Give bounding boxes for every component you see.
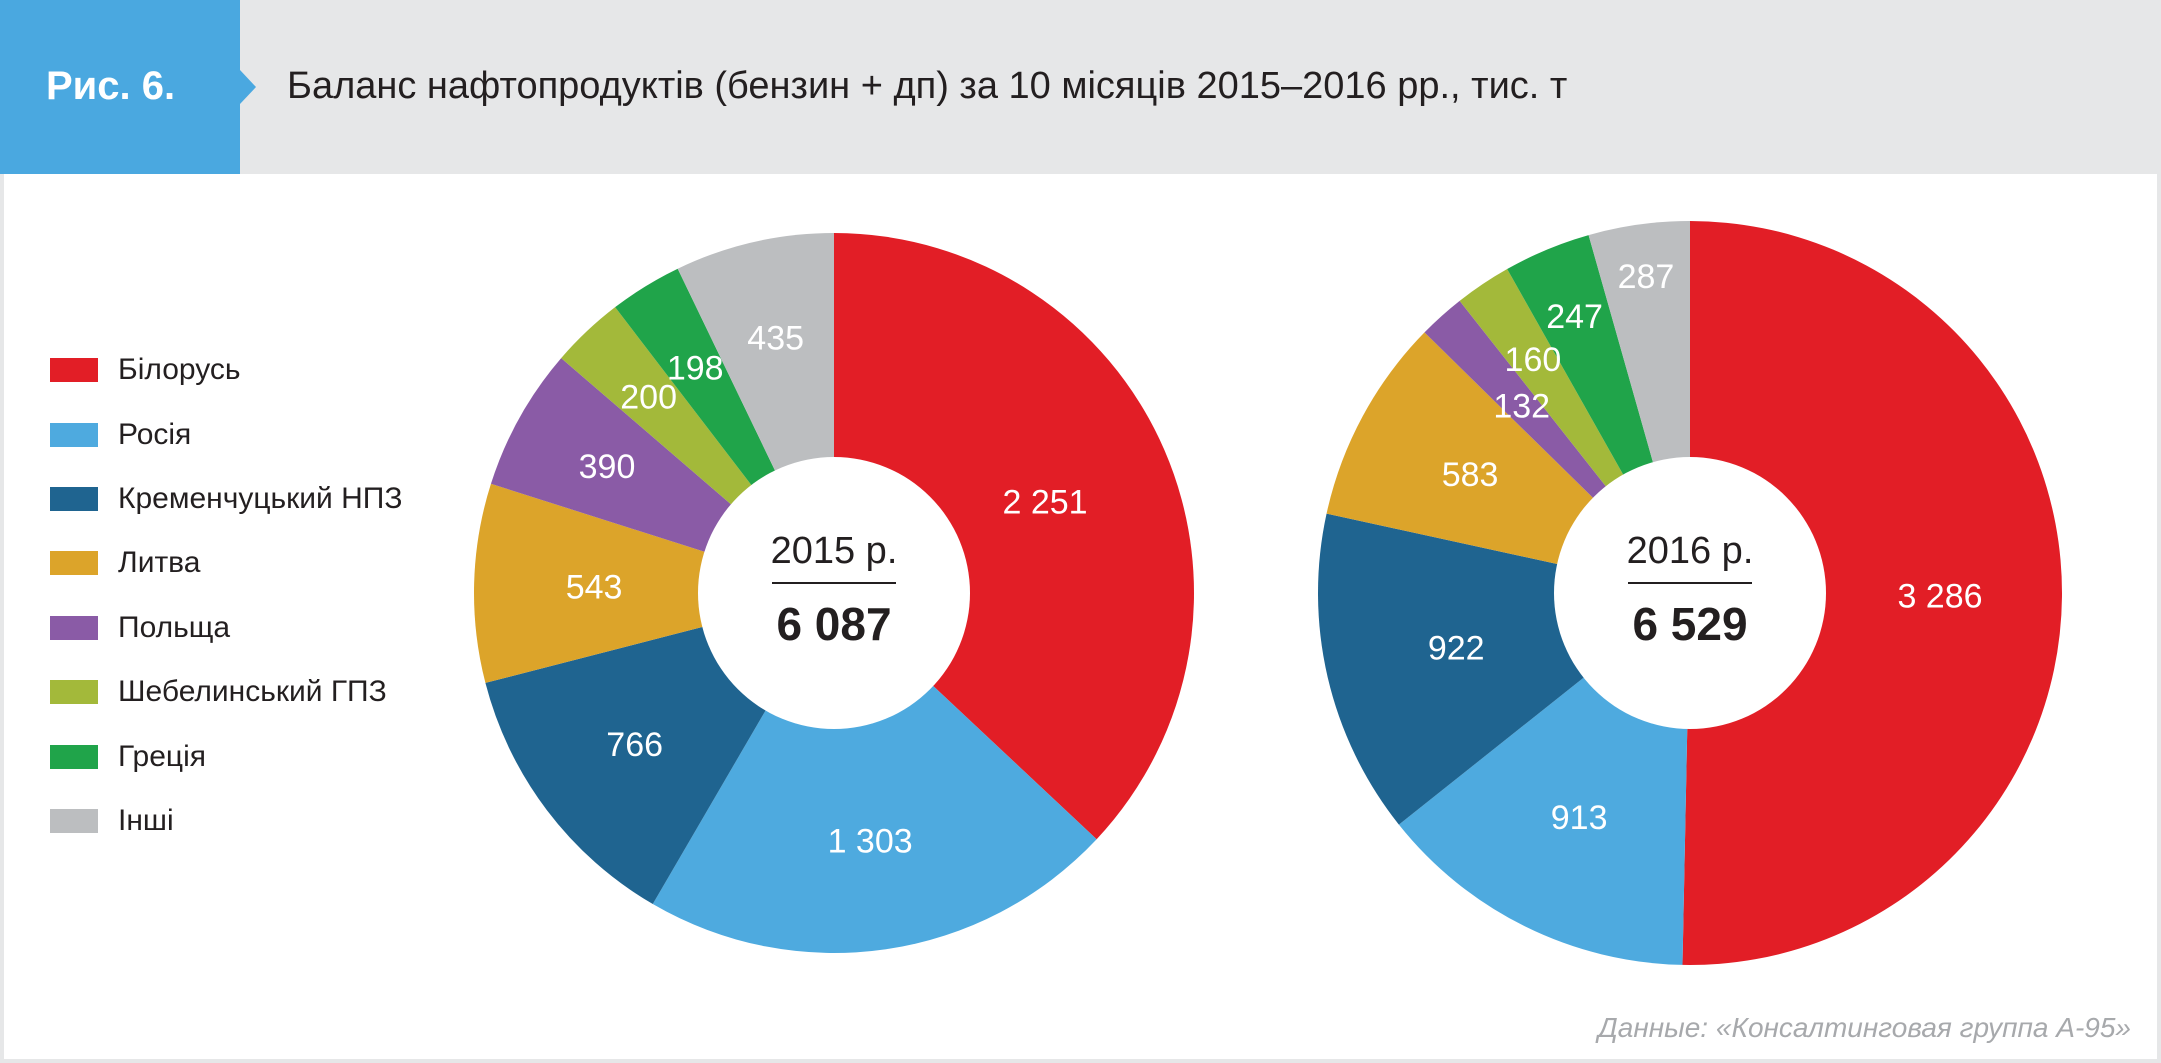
figure-header: Рис. 6. Баланс нафтопродуктів (бензин + …	[0, 0, 2161, 174]
slice-value-label: 390	[579, 448, 636, 486]
legend-swatch	[50, 422, 98, 447]
pie-chart-2: 3 286 913 922 583 132 160 247 287 2016 р. 6 529	[1318, 221, 2062, 966]
legend-item: Польща	[50, 596, 450, 660]
pie-center-hole	[1554, 457, 1826, 729]
legend-item: Росія	[50, 402, 450, 466]
slice-value-label: 287	[1618, 258, 1675, 296]
chart-title: Баланс нафтопродуктів (бензин + дп) за 1…	[287, 65, 1568, 107]
legend-label: Інші	[118, 803, 174, 837]
slice-value-label: 247	[1546, 298, 1603, 336]
legend-swatch	[50, 680, 98, 705]
pie-slice	[1682, 221, 2062, 966]
slice-value-label: 913	[1551, 799, 1608, 837]
center-total-label: 6 529	[1632, 598, 1747, 650]
legend-swatch	[50, 744, 98, 769]
slice-value-label: 2 251	[1002, 484, 1087, 522]
legend-label: Литва	[118, 546, 201, 580]
center-year-label: 2016 р.	[1627, 530, 1754, 572]
slice-value-label: 3 286	[1897, 578, 1982, 616]
legend-label: Росія	[118, 417, 192, 451]
center-year-label: 2015 р.	[771, 530, 898, 572]
legend-swatch	[50, 486, 98, 511]
center-total-label: 6 087	[776, 598, 891, 650]
pie-slice	[834, 233, 1194, 840]
slice-value-label: 583	[1442, 456, 1499, 494]
slice-value-label: 922	[1428, 629, 1485, 667]
pie-slice	[652, 593, 1097, 953]
slice-value-label: 132	[1493, 387, 1550, 425]
slice-value-label: 435	[747, 320, 804, 358]
figure-tag	[0, 0, 240, 174]
slice-value-label: 198	[667, 349, 724, 387]
pie-slice	[473, 483, 834, 683]
figure-tag-arrow	[240, 70, 256, 104]
figure-label: Рис. 6.	[46, 64, 176, 108]
legend: Білорусь Росія Кременчуцький НПЗ Литва Польщ…	[50, 338, 450, 853]
legend-item: Литва	[50, 531, 450, 595]
slice-value-label: 160	[1505, 341, 1562, 379]
slice-value-label: 200	[620, 379, 677, 417]
legend-swatch	[50, 358, 98, 383]
legend-item: Білорусь	[50, 338, 450, 402]
legend-swatch	[50, 615, 98, 640]
source-note: Данные: «Консалтинговая группа А-95»	[1598, 1012, 2131, 1043]
legend-label: Кременчуцький НПЗ	[118, 481, 403, 515]
slice-value-label: 1 303	[828, 822, 913, 860]
legend-label: Польща	[118, 610, 231, 644]
legend-item: Кременчуцький НПЗ	[50, 467, 450, 531]
legend-label: Греція	[118, 739, 207, 773]
pie-center-hole	[698, 457, 970, 729]
slice-value-label: 543	[566, 568, 623, 606]
legend-item: Шебелинський ГПЗ	[50, 660, 450, 724]
legend-label: Білорусь	[118, 353, 241, 387]
slice-value-label: 766	[606, 726, 663, 764]
legend-label: Шебелинський ГПЗ	[118, 675, 387, 709]
legend-item: Інші	[50, 789, 450, 853]
legend-swatch	[50, 551, 98, 576]
legend-swatch	[50, 808, 98, 833]
legend-item: Греція	[50, 724, 450, 788]
